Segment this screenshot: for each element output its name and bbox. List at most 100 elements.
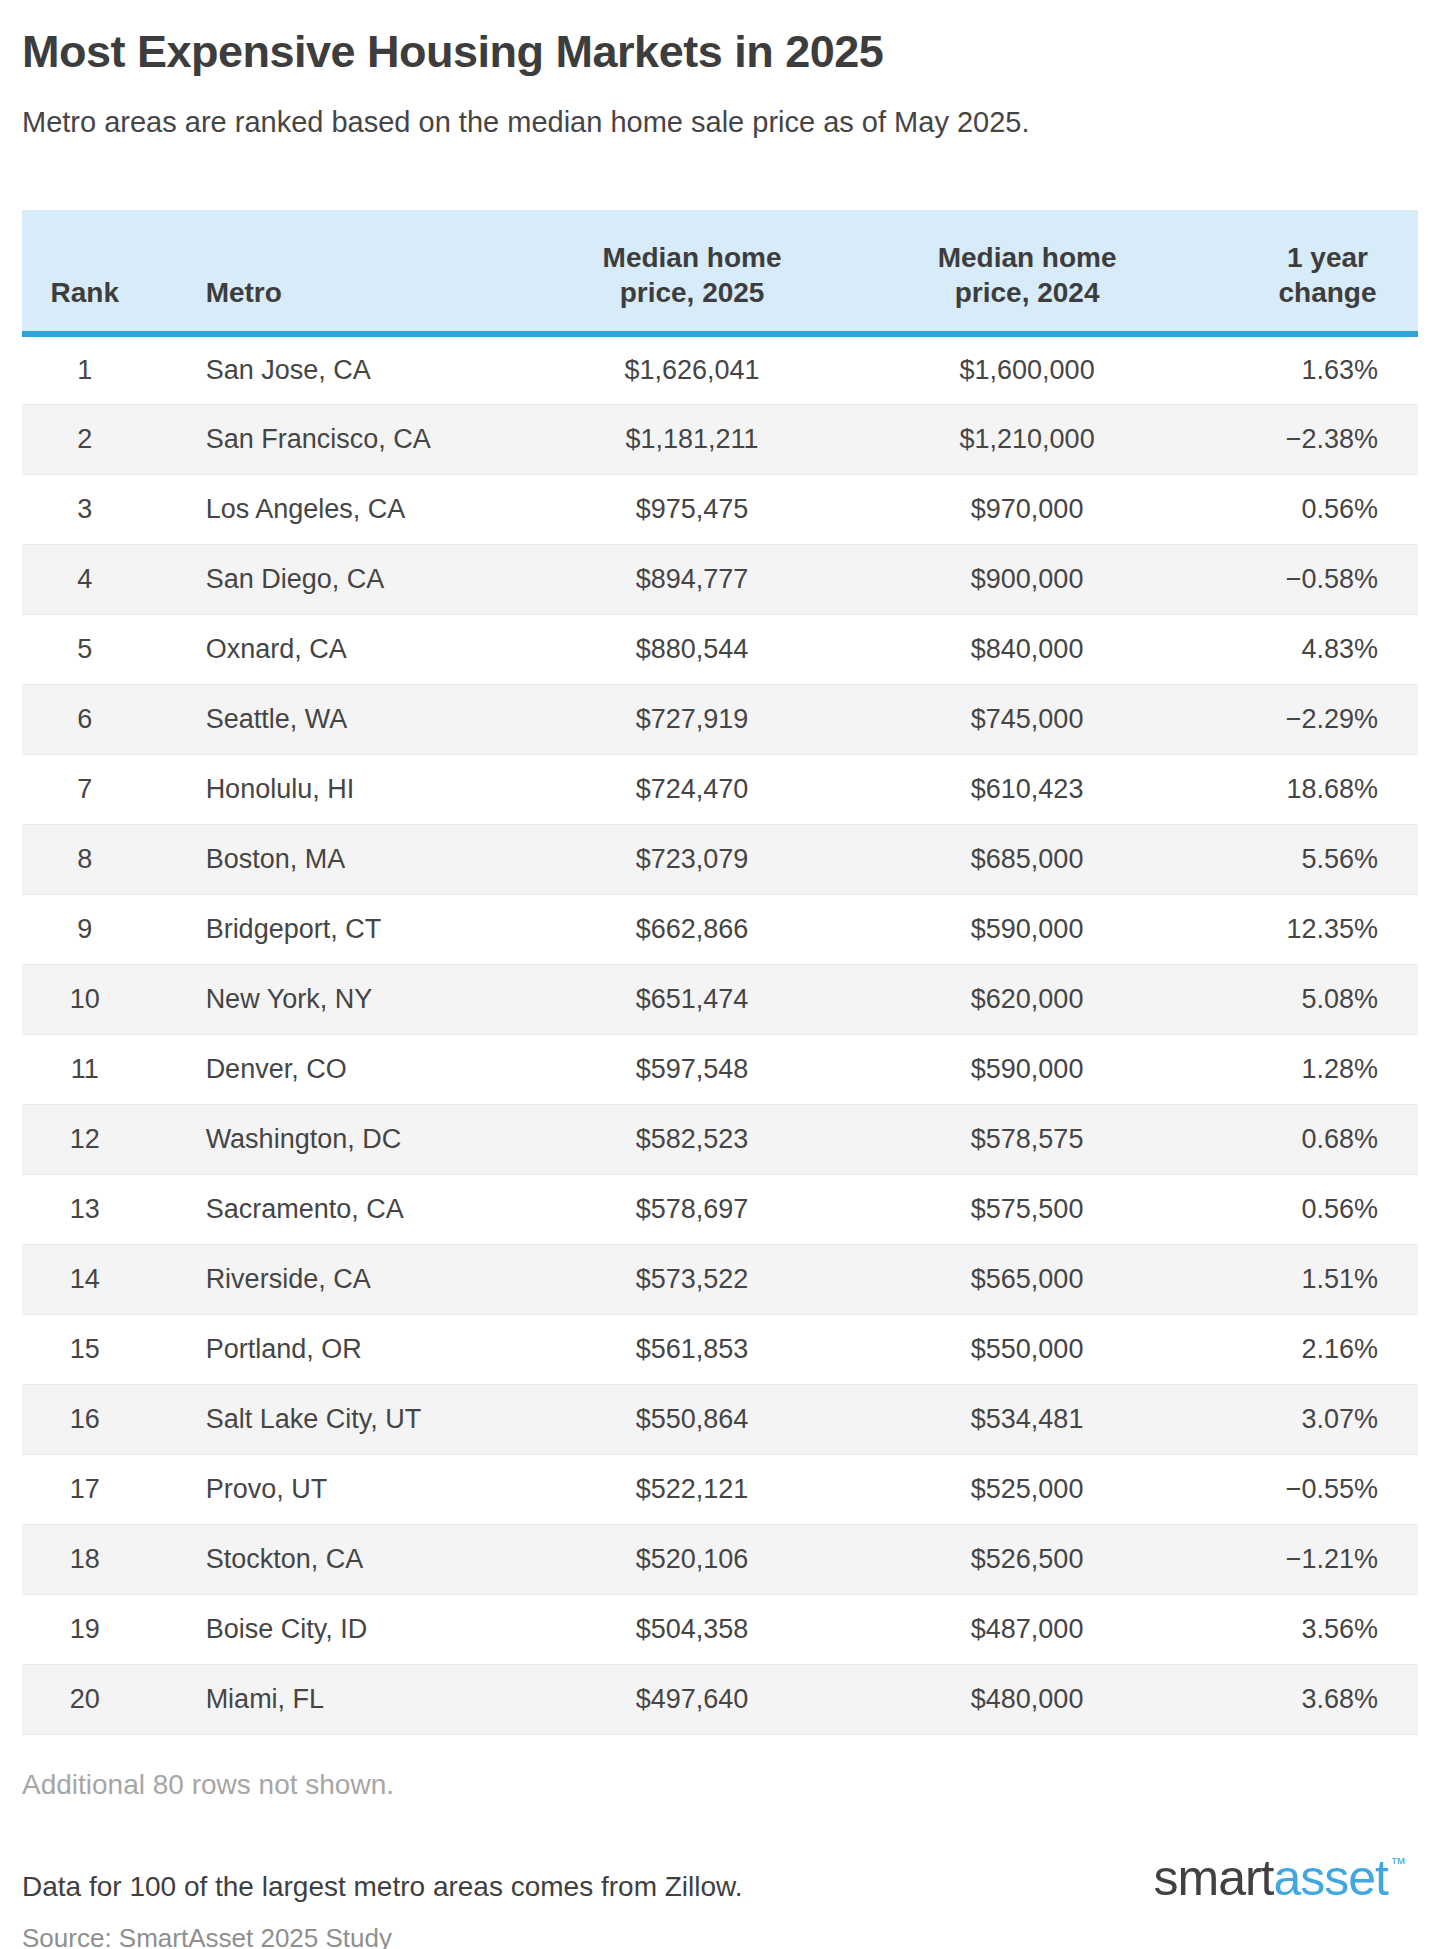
column-header-median-price-2024-label: Median home price, 2024	[932, 240, 1122, 312]
page-title: Most Expensive Housing Markets in 2025	[22, 26, 1418, 78]
cell-metro: Provo, UT	[148, 1454, 532, 1524]
cell-rank: 11	[22, 1034, 148, 1104]
cell-median-price-2025: $880,544	[532, 614, 853, 684]
table-row: 20Miami, FL$497,640$480,0003.68%	[22, 1664, 1418, 1734]
cell-median-price-2025: $724,470	[532, 754, 853, 824]
table-row: 1San Jose, CA$1,626,041$1,600,0001.63%	[22, 334, 1418, 404]
cell-metro: Washington, DC	[148, 1104, 532, 1174]
cell-median-price-2025: $1,181,211	[532, 404, 853, 474]
cell-median-price-2024: $534,481	[853, 1384, 1202, 1454]
cell-median-price-2025: $561,853	[532, 1314, 853, 1384]
logo-smart-text: smart	[1153, 1850, 1273, 1906]
cell-metro: Los Angeles, CA	[148, 474, 532, 544]
cell-1-year-change: 12.35%	[1202, 894, 1418, 964]
cell-median-price-2025: $651,474	[532, 964, 853, 1034]
cell-rank: 20	[22, 1664, 148, 1734]
table-row: 18Stockton, CA$520,106$526,500−1.21%	[22, 1524, 1418, 1594]
cell-1-year-change: 5.56%	[1202, 824, 1418, 894]
cell-median-price-2024: $685,000	[853, 824, 1202, 894]
table-row: 3Los Angeles, CA$975,475$970,0000.56%	[22, 474, 1418, 544]
logo-trademark-symbol: ™	[1390, 1855, 1406, 1872]
cell-metro: Sacramento, CA	[148, 1174, 532, 1244]
cell-metro: Denver, CO	[148, 1034, 532, 1104]
cell-rank: 10	[22, 964, 148, 1034]
column-header-metro: Metro	[148, 210, 532, 335]
cell-median-price-2024: $745,000	[853, 684, 1202, 754]
cell-1-year-change: 4.83%	[1202, 614, 1418, 684]
cell-metro: San Francisco, CA	[148, 404, 532, 474]
cell-median-price-2025: $497,640	[532, 1664, 853, 1734]
cell-rank: 9	[22, 894, 148, 964]
cell-1-year-change: −0.55%	[1202, 1454, 1418, 1524]
cell-median-price-2025: $894,777	[532, 544, 853, 614]
cell-median-price-2024: $578,575	[853, 1104, 1202, 1174]
housing-markets-table: Rank Metro Median home price, 2025 Media…	[22, 210, 1418, 1735]
cell-rank: 19	[22, 1594, 148, 1664]
cell-median-price-2024: $610,423	[853, 754, 1202, 824]
cell-rank: 14	[22, 1244, 148, 1314]
cell-median-price-2025: $578,697	[532, 1174, 853, 1244]
cell-metro: Boston, MA	[148, 824, 532, 894]
table-row: 12Washington, DC$582,523$578,5750.68%	[22, 1104, 1418, 1174]
table-row: 14Riverside, CA$573,522$565,0001.51%	[22, 1244, 1418, 1314]
cell-1-year-change: 1.28%	[1202, 1034, 1418, 1104]
cell-1-year-change: 3.07%	[1202, 1384, 1418, 1454]
cell-metro: Salt Lake City, UT	[148, 1384, 532, 1454]
cell-1-year-change: −1.21%	[1202, 1524, 1418, 1594]
cell-median-price-2025: $522,121	[532, 1454, 853, 1524]
cell-rank: 2	[22, 404, 148, 474]
cell-median-price-2024: $590,000	[853, 1034, 1202, 1104]
cell-median-price-2024: $590,000	[853, 894, 1202, 964]
cell-rank: 5	[22, 614, 148, 684]
cell-rank: 12	[22, 1104, 148, 1174]
cell-median-price-2024: $525,000	[853, 1454, 1202, 1524]
cell-median-price-2025: $504,358	[532, 1594, 853, 1664]
smartasset-logo: smartasset™	[1153, 1853, 1418, 1903]
column-header-1-year-change-label: 1 year change	[1265, 240, 1390, 312]
cell-1-year-change: 1.63%	[1202, 334, 1418, 404]
cell-median-price-2024: $840,000	[853, 614, 1202, 684]
cell-metro: Portland, OR	[148, 1314, 532, 1384]
table-row: 15Portland, OR$561,853$550,0002.16%	[22, 1314, 1418, 1384]
column-header-median-price-2025: Median home price, 2025	[532, 210, 853, 335]
column-header-rank: Rank	[22, 210, 148, 335]
cell-rank: 3	[22, 474, 148, 544]
column-header-median-price-2024: Median home price, 2024	[853, 210, 1202, 335]
table-row: 7Honolulu, HI$724,470$610,42318.68%	[22, 754, 1418, 824]
table-row: 16Salt Lake City, UT$550,864$534,4813.07…	[22, 1384, 1418, 1454]
table-row: 19Boise City, ID$504,358$487,0003.56%	[22, 1594, 1418, 1664]
cell-median-price-2025: $520,106	[532, 1524, 853, 1594]
cell-rank: 8	[22, 824, 148, 894]
table-row: 11Denver, CO$597,548$590,0001.28%	[22, 1034, 1418, 1104]
footer-row: Data for 100 of the largest metro areas …	[22, 1853, 1418, 1903]
cell-rank: 17	[22, 1454, 148, 1524]
cell-median-price-2025: $723,079	[532, 824, 853, 894]
cell-rank: 4	[22, 544, 148, 614]
cell-median-price-2024: $487,000	[853, 1594, 1202, 1664]
cell-median-price-2024: $1,210,000	[853, 404, 1202, 474]
cell-median-price-2025: $662,866	[532, 894, 853, 964]
cell-median-price-2024: $526,500	[853, 1524, 1202, 1594]
cell-metro: New York, NY	[148, 964, 532, 1034]
cell-rank: 18	[22, 1524, 148, 1594]
table-row: 10New York, NY$651,474$620,0005.08%	[22, 964, 1418, 1034]
table-row: 5Oxnard, CA$880,544$840,0004.83%	[22, 614, 1418, 684]
cell-1-year-change: 0.56%	[1202, 1174, 1418, 1244]
table-row: 17Provo, UT$522,121$525,000−0.55%	[22, 1454, 1418, 1524]
cell-1-year-change: −2.29%	[1202, 684, 1418, 754]
cell-1-year-change: 5.08%	[1202, 964, 1418, 1034]
cell-1-year-change: 3.68%	[1202, 1664, 1418, 1734]
additional-rows-note: Additional 80 rows not shown.	[22, 1769, 1418, 1801]
cell-median-price-2024: $1,600,000	[853, 334, 1202, 404]
cell-median-price-2024: $480,000	[853, 1664, 1202, 1734]
cell-rank: 7	[22, 754, 148, 824]
cell-median-price-2024: $900,000	[853, 544, 1202, 614]
cell-1-year-change: 3.56%	[1202, 1594, 1418, 1664]
source-text: Source: SmartAsset 2025 Study	[22, 1923, 1418, 1949]
cell-1-year-change: −0.58%	[1202, 544, 1418, 614]
column-header-1-year-change: 1 year change	[1202, 210, 1418, 335]
table-body: 1San Jose, CA$1,626,041$1,600,0001.63%2S…	[22, 334, 1418, 1734]
cell-1-year-change: 0.68%	[1202, 1104, 1418, 1174]
cell-median-price-2024: $575,500	[853, 1174, 1202, 1244]
cell-median-price-2025: $727,919	[532, 684, 853, 754]
